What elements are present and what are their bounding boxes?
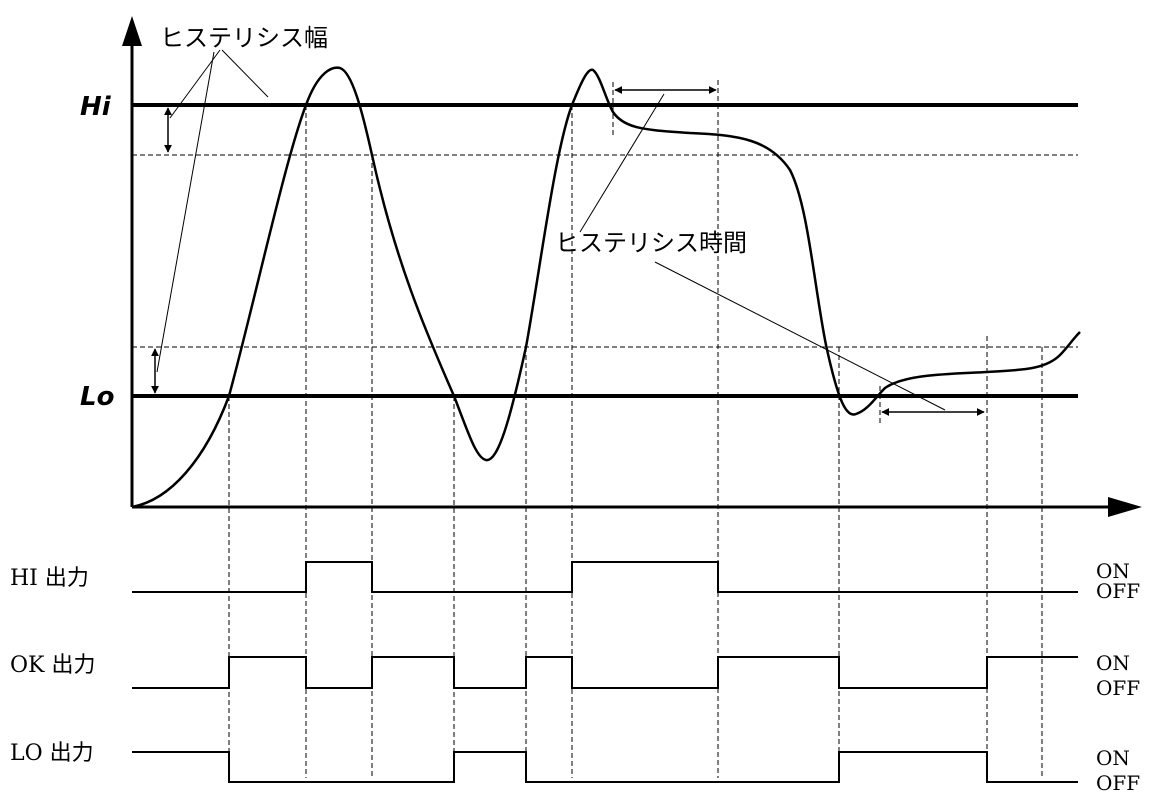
leader-line xyxy=(169,49,221,119)
ok-output-on-label: ON xyxy=(1096,651,1130,675)
hi-level-label: Hi xyxy=(80,92,112,122)
lo-level-label: Lo xyxy=(80,382,114,412)
timing-guides xyxy=(228,80,1043,778)
lo-output-waveform xyxy=(132,751,1078,783)
lo-output-row: LO 出力 ON OFF xyxy=(10,741,1140,795)
leader-line xyxy=(654,261,946,411)
hysteresis-width-label: ヒステリシス幅 xyxy=(160,24,328,52)
lo-output-label: LO 出力 xyxy=(10,741,94,766)
ok-output-waveform xyxy=(132,656,1078,689)
leader-line xyxy=(156,51,215,373)
lo-output-on-label: ON xyxy=(1096,746,1130,770)
hi-output-on-label: ON xyxy=(1096,559,1130,583)
leader-line xyxy=(579,93,665,233)
hi-output-waveform xyxy=(132,561,1078,593)
hi-output-label: HI 出力 xyxy=(10,566,89,591)
ok-output-row: OK 出力 ON OFF xyxy=(10,651,1140,700)
leader-lines xyxy=(156,49,946,411)
hi-output-row: HI 出力 ON OFF xyxy=(10,559,1140,603)
hysteresis-time-label: ヒステリシス時間 xyxy=(555,229,747,257)
ok-output-label: OK 出力 xyxy=(10,653,95,678)
lo-output-off-label: OFF xyxy=(1096,771,1140,795)
signal-waveform xyxy=(131,66,1081,509)
hi-output-off-label: OFF xyxy=(1096,579,1140,603)
y-axis-arrow-icon xyxy=(122,16,142,46)
leader-line xyxy=(221,49,269,98)
ok-output-off-label: OFF xyxy=(1096,676,1140,700)
x-axis-arrow-icon xyxy=(1108,497,1142,517)
